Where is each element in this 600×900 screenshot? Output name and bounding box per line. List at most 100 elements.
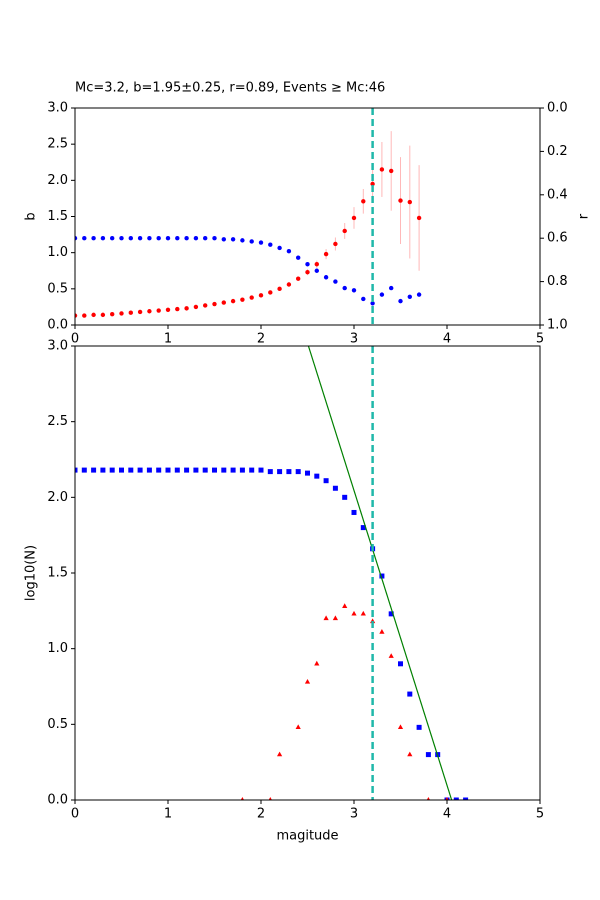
- y-tick-label: 2.5: [47, 137, 68, 152]
- point: [240, 797, 245, 800]
- point: [137, 467, 143, 473]
- x-tick-label: 3: [350, 332, 358, 347]
- point: [342, 494, 348, 500]
- y-tick-label: 1.0: [47, 245, 68, 260]
- point: [128, 236, 133, 241]
- y-tick-label: 0.0: [47, 793, 68, 808]
- point: [333, 279, 338, 284]
- point: [193, 467, 199, 473]
- y-tick-label: 0.0: [47, 318, 68, 333]
- axes-frame: [74, 107, 541, 326]
- point: [361, 199, 366, 204]
- point: [379, 573, 385, 579]
- point: [81, 467, 87, 473]
- point: [91, 312, 96, 318]
- point: [314, 473, 320, 479]
- point: [361, 296, 366, 302]
- point: [397, 724, 404, 730]
- point: [296, 276, 301, 281]
- point: [137, 236, 143, 241]
- x-tick-label: 0: [71, 807, 79, 822]
- point: [137, 309, 143, 315]
- point: [407, 751, 413, 757]
- point: [82, 236, 87, 241]
- point: [305, 269, 310, 275]
- x-tick-label: 5: [536, 332, 544, 347]
- point: [82, 313, 87, 318]
- point: [332, 485, 338, 491]
- point: [109, 467, 115, 473]
- point: [304, 678, 311, 684]
- point: [110, 236, 115, 241]
- point: [156, 236, 161, 241]
- point: [388, 653, 394, 658]
- y-tick-label: 0.5: [47, 281, 68, 296]
- point: [249, 239, 254, 244]
- point: [305, 262, 310, 267]
- point: [342, 603, 348, 608]
- point: [175, 306, 180, 312]
- point: [407, 199, 412, 205]
- point: [445, 797, 449, 800]
- point: [230, 467, 236, 473]
- point: [277, 286, 282, 292]
- fit-line: [307, 346, 453, 800]
- y-tick-label: 1.0: [47, 641, 68, 656]
- point: [333, 241, 338, 247]
- point: [91, 236, 96, 241]
- point: [360, 610, 366, 616]
- point: [416, 724, 422, 730]
- point: [398, 661, 403, 667]
- x-tick-label: 1: [164, 807, 172, 822]
- point: [240, 297, 245, 302]
- point: [184, 306, 189, 311]
- point: [379, 629, 385, 634]
- point: [165, 307, 171, 313]
- y-tick-label: 3.0: [47, 339, 68, 354]
- x-tick-label: 2: [257, 332, 265, 347]
- point: [342, 285, 347, 291]
- point: [296, 255, 301, 260]
- y2-tick-label: 0.4: [547, 187, 568, 202]
- y2-tick-label: 0.2: [547, 144, 568, 159]
- point: [277, 751, 283, 757]
- point: [184, 467, 190, 473]
- point: [230, 298, 236, 304]
- point: [286, 282, 292, 287]
- x-tick-label: 3: [350, 807, 358, 822]
- point: [212, 467, 217, 473]
- point: [426, 797, 431, 800]
- point: [258, 467, 264, 473]
- y-tick-label: 2.0: [47, 490, 68, 505]
- point: [146, 467, 152, 473]
- point: [388, 611, 394, 617]
- point: [351, 288, 357, 293]
- point: [407, 294, 412, 299]
- point: [203, 303, 208, 308]
- point: [239, 467, 245, 473]
- point: [147, 309, 152, 314]
- point: [332, 615, 338, 621]
- point: [119, 311, 124, 316]
- point: [360, 525, 366, 531]
- y2-tick-label: 0.6: [547, 231, 568, 246]
- point: [295, 469, 301, 475]
- y-tick-label: 1.5: [47, 209, 68, 224]
- point: [221, 300, 226, 305]
- point: [100, 467, 106, 473]
- x-tick-label: 5: [536, 807, 544, 822]
- point: [323, 275, 329, 280]
- point: [342, 228, 347, 234]
- point: [379, 292, 385, 297]
- point: [314, 262, 319, 267]
- point: [184, 236, 189, 241]
- point: [277, 469, 283, 475]
- point: [203, 236, 208, 241]
- point: [398, 198, 403, 203]
- point: [128, 467, 134, 473]
- point: [463, 797, 469, 800]
- y-axis-label: log10(N): [24, 545, 39, 601]
- point: [351, 509, 357, 515]
